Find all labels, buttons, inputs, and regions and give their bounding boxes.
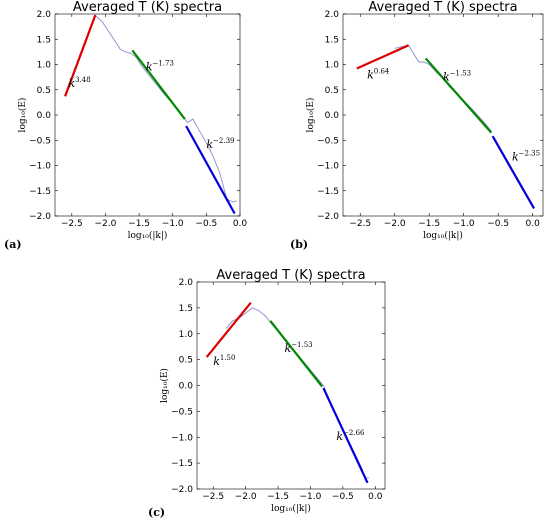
plot-frame: [342, 13, 544, 217]
fit-line-2: [269, 320, 323, 388]
x-tick-label: −1.5: [267, 492, 289, 502]
x-tick-label: −0.5: [487, 219, 509, 229]
y-tick-label: 1.0: [325, 61, 340, 71]
x-tick-label: −0.5: [195, 219, 217, 229]
slope-exponent: −1.53: [291, 341, 312, 349]
fit-line-1: [356, 44, 409, 70]
y-tick-label: −1.5: [317, 187, 339, 197]
y-tick-label: 0.0: [179, 382, 194, 392]
slope-exponent: −2.35: [519, 149, 540, 157]
panel-label: (a): [4, 238, 22, 251]
y-tick-label: −1.0: [317, 162, 339, 172]
y-tick-label: 0.0: [37, 111, 52, 121]
panel-label: (c): [148, 506, 165, 519]
x-tick-label: −1.5: [128, 219, 150, 229]
x-axis-label: log₁₀(|k|): [271, 503, 311, 514]
slope-exponent: −1.73: [152, 60, 173, 68]
y-tick-label: 1.0: [179, 330, 194, 340]
y-tick-label: 0.5: [179, 356, 193, 366]
fit-line-2: [424, 57, 493, 134]
x-axis-label: log₁₀(|k|): [423, 230, 463, 241]
plot-frame: [54, 13, 241, 217]
x-tick-label: 0.0: [233, 219, 248, 229]
slope-exponent: −2.66: [343, 429, 365, 437]
y-axis-label: log₁₀(E): [159, 368, 170, 403]
x-tick-label: −2.5: [202, 492, 224, 502]
fit-line-3: [322, 387, 369, 484]
x-tick-label: −1.0: [300, 492, 322, 502]
x-axis-label: log₁₀(|k|): [128, 230, 168, 241]
y-axis-label: log₁₀(E): [305, 98, 316, 133]
x-tick-label: −1.0: [162, 219, 184, 229]
x-tick-label: 0.0: [368, 492, 383, 502]
y-tick-label: 1.5: [325, 35, 339, 45]
x-tick-label: −2.0: [95, 219, 117, 229]
y-tick-label: 2.0: [179, 278, 194, 288]
chart-panel-2: Averaged T (K) spectra −2.5 −2.0 −1.5 −1.0 −0…: [290, 0, 544, 251]
y-tick-label: −0.5: [29, 136, 51, 146]
y-tick-label: −1.0: [29, 162, 51, 172]
y-tick-label: 0.0: [325, 111, 340, 121]
slope-exponent: −2.39: [213, 137, 234, 145]
slope-exponent: −1.53: [450, 70, 471, 78]
fit-line-1: [205, 302, 252, 358]
y-tick-label: −1.5: [29, 187, 51, 197]
x-tick-label: −1.0: [453, 219, 475, 229]
slope-exponent: 3.48: [75, 76, 91, 84]
y-tick-label: 0.5: [325, 86, 339, 96]
fit-line-3: [491, 135, 535, 209]
y-tick-label: −2.0: [317, 212, 339, 222]
y-tick-label: 1.0: [37, 61, 52, 71]
chart-panel-3: Averaged T (K) spectra −2.5 −2.0 −1.5 −1.0 −0…: [148, 268, 386, 519]
slope-exponent: 0.64: [374, 68, 390, 76]
y-tick-label: 1.5: [37, 35, 51, 45]
chart-title: Averaged T (K) spectra: [368, 0, 517, 15]
x-tick-label: −2.5: [349, 219, 371, 229]
panel-label: (b): [290, 238, 308, 251]
y-axis-label: log₁₀(E): [17, 98, 28, 133]
y-tick-label: 1.5: [179, 304, 193, 314]
y-tick-label: −2.0: [171, 485, 193, 495]
y-tick-label: 2.0: [325, 10, 340, 20]
chart-title: Averaged T (K) spectra: [73, 0, 222, 15]
y-tick-label: −0.5: [171, 407, 193, 417]
x-tick-label: −0.5: [332, 492, 354, 502]
fit-line-1: [64, 14, 97, 97]
fit-line-3: [185, 125, 236, 215]
y-tick-label: −1.5: [171, 459, 193, 469]
slope-exponent: 1.50: [220, 354, 236, 362]
y-tick-label: −1.0: [171, 433, 193, 443]
x-tick-label: −2.5: [61, 219, 83, 229]
y-tick-label: −2.0: [29, 212, 51, 222]
x-tick-label: −1.5: [418, 219, 440, 229]
chart-title: Averaged T (K) spectra: [216, 268, 365, 283]
x-tick-label: 0.0: [525, 219, 540, 229]
y-tick-label: 0.5: [37, 86, 51, 96]
x-tick-label: −2.0: [384, 219, 406, 229]
y-tick-label: 2.0: [37, 10, 52, 20]
x-tick-label: −2.0: [235, 492, 257, 502]
y-tick-label: −0.5: [317, 136, 339, 146]
chart-panel-1: Averaged T (K) spectra −2.5 −2.0 −1.5 −1.0 −0…: [4, 0, 247, 251]
fit-line-2: [131, 49, 186, 120]
